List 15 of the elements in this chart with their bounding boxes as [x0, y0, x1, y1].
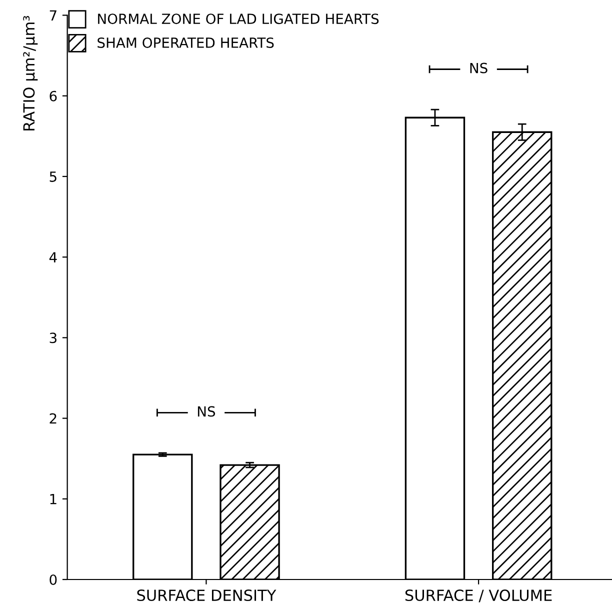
annotation: NS: [470, 62, 488, 74]
annotation: NS: [198, 406, 216, 417]
y-tick-label: 0: [50, 574, 57, 585]
x-tick-label: SURFACE / VOLUME: [405, 589, 552, 602]
y-tick-label: 3: [50, 332, 56, 344]
y-tick-label: 7: [50, 10, 56, 21]
y-tick-label: 4: [49, 252, 57, 262]
y-tick-label: 1: [50, 494, 56, 504]
y-tick-label: 2: [50, 413, 56, 424]
y-tick-label: 6: [50, 90, 57, 102]
legend-label: SHAM OPERATED HEARTS: [98, 37, 274, 48]
y-tick-label: 5: [50, 172, 56, 182]
y-axis-title: RATIO μm²/μm³: [23, 16, 38, 130]
legend-label: NORMAL ZONE OF LAD LIGATED HEARTS: [98, 14, 379, 24]
x-tick-label: SURFACE DENSITY: [137, 589, 276, 602]
